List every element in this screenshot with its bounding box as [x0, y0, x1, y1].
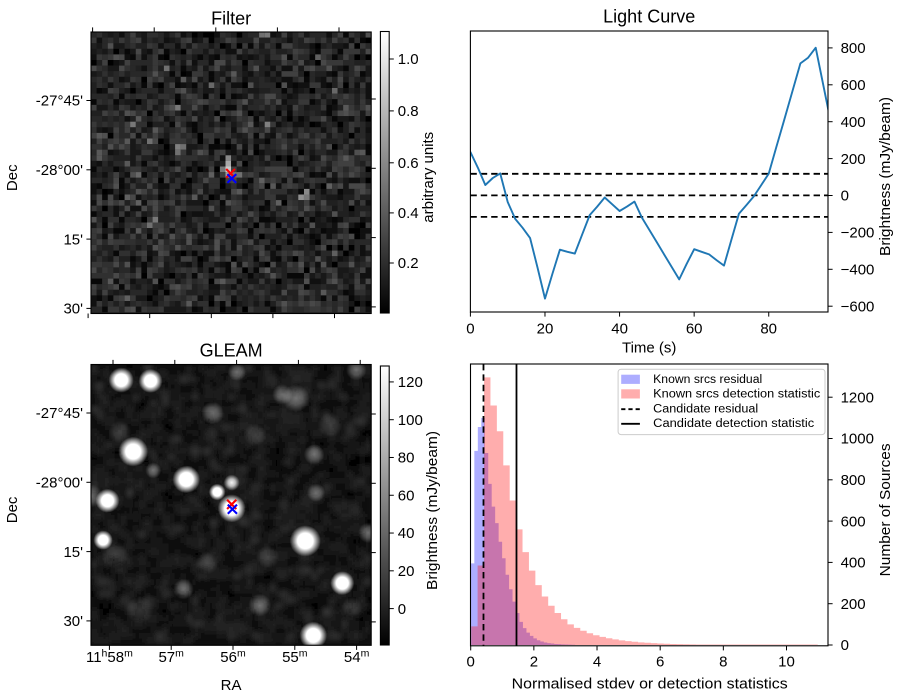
svg-text:30': 30' — [63, 301, 83, 318]
svg-text:0: 0 — [841, 188, 849, 205]
svg-text:1200: 1200 — [841, 389, 874, 406]
svg-text:arbitrary units: arbitrary units — [420, 132, 437, 223]
svg-text:60: 60 — [398, 488, 415, 505]
svg-text:1000: 1000 — [841, 431, 874, 448]
svg-text:80: 80 — [760, 321, 777, 338]
svg-text:0: 0 — [467, 654, 475, 671]
svg-text:120: 120 — [398, 374, 423, 391]
svg-text:8: 8 — [719, 654, 727, 671]
svg-text:-27°45': -27°45' — [36, 405, 83, 422]
svg-text:0.2: 0.2 — [398, 255, 419, 272]
svg-text:80: 80 — [398, 450, 415, 467]
svg-text:Known srcs residual: Known srcs residual — [653, 374, 762, 386]
svg-text:15': 15' — [63, 544, 83, 561]
svg-text:-28°00': -28°00' — [36, 162, 83, 179]
svg-text:600: 600 — [841, 513, 866, 530]
svg-text:10: 10 — [778, 654, 795, 671]
svg-text:200: 200 — [841, 151, 866, 168]
svg-text:Known srcs detection statistic: Known srcs detection statistic — [653, 389, 820, 401]
svg-text:-28°00': -28°00' — [36, 475, 83, 492]
svg-text:800: 800 — [841, 40, 866, 57]
svg-text:800: 800 — [841, 472, 866, 489]
svg-text:40: 40 — [398, 525, 415, 542]
svg-text:0: 0 — [398, 601, 406, 618]
svg-text:Dec: Dec — [4, 496, 21, 523]
svg-text:20: 20 — [537, 321, 554, 338]
svg-text:30': 30' — [63, 613, 83, 630]
svg-text:−600: −600 — [841, 298, 875, 315]
svg-text:Candidate detection statistic: Candidate detection statistic — [653, 418, 814, 430]
svg-text:15': 15' — [63, 231, 83, 248]
svg-text:0: 0 — [466, 321, 474, 338]
svg-text:Light Curve: Light Curve — [603, 7, 695, 27]
svg-text:6: 6 — [656, 654, 664, 671]
svg-text:Filter: Filter — [211, 9, 251, 29]
svg-text:−200: −200 — [841, 225, 875, 242]
svg-text:0.8: 0.8 — [398, 103, 419, 120]
svg-text:0: 0 — [841, 637, 849, 654]
svg-text:Number of Sources: Number of Sources — [877, 443, 894, 576]
svg-text:Brightness (mJy/beam): Brightness (mJy/beam) — [424, 431, 441, 590]
svg-text:4: 4 — [593, 654, 601, 671]
svg-text:−400: −400 — [841, 262, 875, 279]
svg-text:2: 2 — [530, 654, 538, 671]
svg-text:0.6: 0.6 — [398, 155, 419, 172]
svg-text:400: 400 — [841, 114, 866, 131]
svg-text:1.0: 1.0 — [398, 51, 419, 68]
svg-text:60: 60 — [686, 321, 703, 338]
svg-text:Normalised stdev or detection: Normalised stdev or detection statistics — [512, 676, 788, 693]
svg-text:100: 100 — [398, 412, 423, 429]
svg-text:0.4: 0.4 — [398, 205, 419, 222]
svg-text:Candidate residual: Candidate residual — [653, 403, 758, 415]
svg-text:400: 400 — [841, 555, 866, 572]
svg-text:-27°45': -27°45' — [36, 93, 83, 110]
svg-text:RA: RA — [221, 677, 242, 694]
svg-text:200: 200 — [841, 596, 866, 613]
svg-text:GLEAM: GLEAM — [200, 341, 263, 361]
svg-text:600: 600 — [841, 77, 866, 94]
svg-text:11h58m: 11h58m — [86, 648, 133, 667]
svg-text:Brightness (mJy/beam): Brightness (mJy/beam) — [877, 97, 894, 256]
svg-text:Dec: Dec — [4, 164, 21, 191]
svg-text:40: 40 — [611, 321, 628, 338]
svg-text:20: 20 — [398, 563, 415, 580]
svg-text:Time (s): Time (s) — [622, 340, 676, 357]
